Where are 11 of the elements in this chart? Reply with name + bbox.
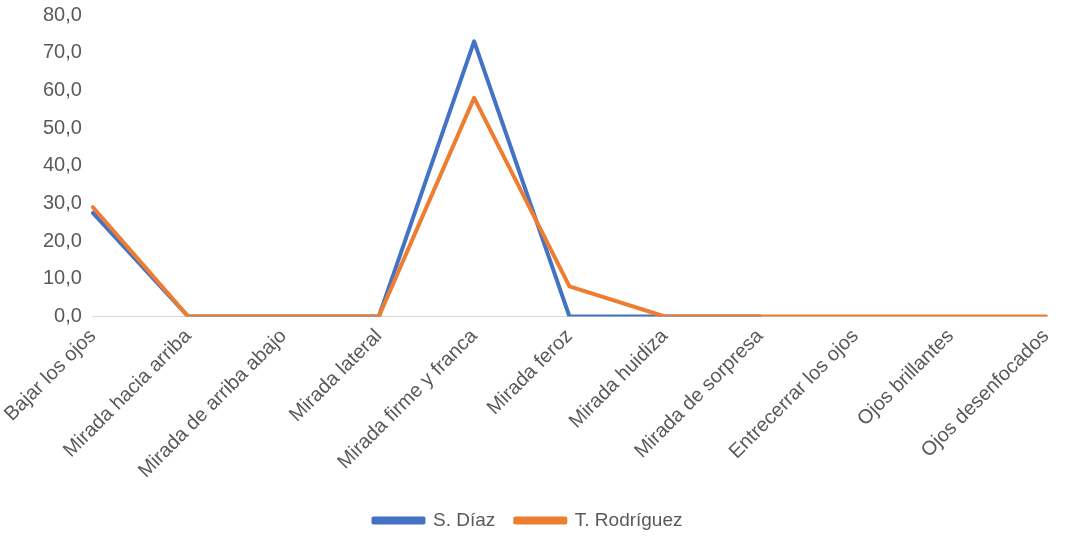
legend-label: T. Rodríguez	[574, 508, 683, 530]
y-tick-label: 50,0	[42, 115, 82, 138]
y-tick-label: 0,0	[54, 304, 82, 327]
y-tick-label: 70,0	[42, 40, 82, 63]
y-tick-label: 80,0	[42, 2, 82, 25]
y-tick-label: 30,0	[42, 190, 82, 213]
y-tick-label: 40,0	[42, 153, 82, 176]
y-tick-label: 20,0	[42, 228, 82, 251]
y-tick-label: 60,0	[42, 77, 82, 100]
legend-label: S. Díaz	[432, 508, 496, 530]
y-tick-label: 10,0	[42, 266, 82, 289]
